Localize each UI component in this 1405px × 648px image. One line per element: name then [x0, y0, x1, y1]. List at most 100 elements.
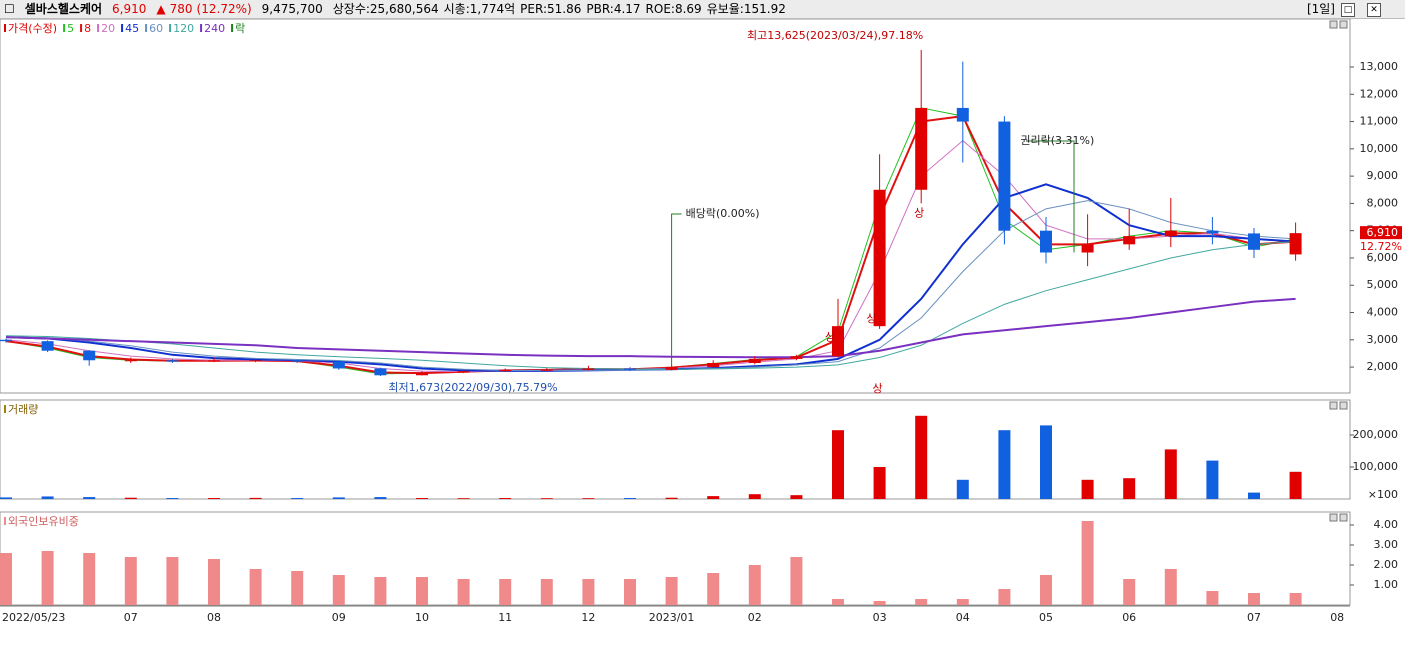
- bar: [832, 430, 844, 499]
- panel-button[interactable]: [1339, 401, 1348, 410]
- candle-body: [416, 372, 428, 376]
- annotation: 배당락(0.00%): [686, 207, 760, 220]
- bar: [1040, 425, 1052, 499]
- legend-swatch: [4, 405, 6, 413]
- x-tick-label: 07: [124, 611, 138, 624]
- pct-tag-label: 12.72%: [1360, 240, 1402, 253]
- legend-swatch: [97, 24, 100, 32]
- candle-body: [1164, 230, 1177, 237]
- bar: [332, 497, 345, 499]
- candle-body: [83, 350, 96, 361]
- bar: [374, 497, 387, 499]
- candle-body: [540, 369, 553, 371]
- bar: [624, 498, 636, 499]
- roe: ROE:8.69: [645, 2, 702, 16]
- legend-swatch: [145, 24, 148, 32]
- limit-up-marker: 상: [867, 312, 877, 325]
- candle-body: [624, 368, 636, 370]
- bar: [208, 559, 220, 605]
- candle-body: [790, 356, 803, 359]
- bar: [1248, 593, 1260, 605]
- bar: [457, 498, 470, 499]
- candle-body: [41, 341, 54, 351]
- restore-button[interactable]: □: [1341, 2, 1355, 17]
- bar: [1040, 575, 1052, 605]
- bar: [1206, 591, 1219, 605]
- candle-body: [208, 360, 220, 362]
- volume: 9,475,700: [261, 2, 323, 16]
- bar: [1248, 492, 1260, 499]
- moving-average: [5, 140, 1296, 373]
- y-tick-label: 13,000: [1360, 60, 1399, 73]
- candle-body: [665, 367, 678, 370]
- bar: [1206, 460, 1219, 499]
- bar: [956, 599, 969, 605]
- arrow: ▲: [156, 2, 166, 16]
- bar: [998, 589, 1011, 605]
- y-tick-label: 200,000: [1353, 428, 1399, 441]
- legend-swatch: [169, 24, 172, 32]
- x-tick-label: 08: [207, 611, 221, 624]
- y-tick-label: 4.00: [1374, 518, 1399, 531]
- bar: [332, 575, 345, 605]
- panel-button[interactable]: [1329, 513, 1338, 522]
- x-tick-label: 10: [415, 611, 429, 624]
- bar: [416, 498, 428, 499]
- bar: [1289, 593, 1302, 605]
- panel-button[interactable]: [1329, 401, 1338, 410]
- bar: [915, 415, 928, 499]
- x-tick-label: 07: [1247, 611, 1261, 624]
- bar: [291, 498, 304, 499]
- panel-button[interactable]: [1329, 20, 1338, 29]
- bar: [374, 577, 387, 605]
- bar: [624, 579, 636, 605]
- moving-average: [5, 200, 1296, 372]
- y-tick-label: 3,000: [1367, 333, 1399, 346]
- candle-body: [0, 339, 12, 342]
- legend-label: 45: [125, 22, 139, 35]
- legend-swatch: [4, 24, 6, 32]
- y-tick-label: 1.00: [1374, 578, 1399, 591]
- bar: [1123, 478, 1136, 499]
- change-pct: (12.72%): [196, 2, 252, 16]
- panel-button[interactable]: [1339, 513, 1348, 522]
- y-tick-label: 11,000: [1360, 115, 1399, 128]
- price-tag-label: 6,910: [1367, 226, 1399, 239]
- limit-up-marker: 상: [825, 331, 835, 344]
- bar: [0, 497, 12, 499]
- bar: [0, 553, 12, 605]
- x-tick-label: 05: [1039, 611, 1053, 624]
- annotation-leader: [671, 213, 682, 368]
- moving-average: [5, 241, 1296, 370]
- y-tick-label: 2.00: [1374, 558, 1399, 571]
- bar: [832, 599, 844, 605]
- bar: [1164, 449, 1177, 499]
- unit-label: ×100: [1368, 488, 1398, 501]
- period[interactable]: [1일]: [1306, 2, 1335, 16]
- bar: [166, 498, 179, 499]
- price-tag: [1360, 226, 1402, 240]
- candle-body: [873, 189, 886, 327]
- legend-label: 락: [235, 22, 245, 35]
- bar: [83, 497, 96, 499]
- candle-body: [707, 362, 720, 368]
- y-tick-label: 100,000: [1353, 460, 1399, 473]
- panel-button[interactable]: [1339, 20, 1348, 29]
- legend-swatch: [80, 24, 83, 32]
- bar: [457, 579, 470, 605]
- bar: [1123, 579, 1136, 605]
- window-controls: [1일] □ ✕: [1307, 0, 1391, 18]
- bar: [1081, 479, 1094, 499]
- legend-swatch: [4, 517, 6, 525]
- bar: [873, 467, 886, 499]
- bar: [998, 430, 1011, 499]
- candle-body: [166, 360, 179, 362]
- x-tick-label: 2023/01: [649, 611, 695, 624]
- y-tick-label: 8,000: [1367, 196, 1399, 209]
- close-button[interactable]: ✕: [1367, 2, 1381, 17]
- candle-body: [915, 107, 928, 190]
- checkbox[interactable]: ☐: [4, 2, 15, 16]
- candle-body: [1206, 230, 1219, 234]
- candle-body: [457, 371, 470, 373]
- x-tick-label: 11: [498, 611, 512, 624]
